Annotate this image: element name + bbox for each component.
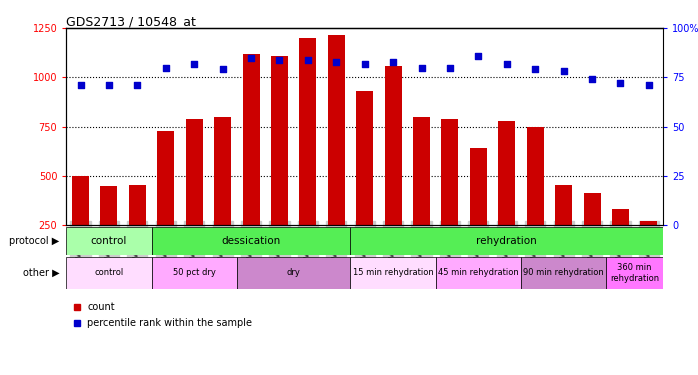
Bar [498,121,515,274]
Bar [66,227,151,255]
Bar [242,54,260,274]
Point [331,58,342,64]
Bar [72,176,89,274]
Bar [328,35,345,274]
Bar [385,66,401,274]
Text: other ▶: other ▶ [23,268,59,278]
Bar [237,257,350,289]
Point [615,80,626,86]
Point [217,66,228,72]
Bar [350,257,436,289]
Text: percentile rank within the sample: percentile rank within the sample [87,318,252,328]
Bar [436,257,521,289]
Text: 45 min rehydration: 45 min rehydration [438,268,519,278]
Point [274,57,285,63]
Bar [157,130,174,274]
Point [103,82,114,88]
Bar [413,117,430,274]
Point [132,82,143,88]
Bar [214,117,231,274]
Bar [356,91,373,274]
Text: 15 min rehydration: 15 min rehydration [352,268,433,278]
Point [387,58,399,64]
Text: count: count [87,302,115,312]
Bar [101,186,117,274]
Text: 50 pct dry: 50 pct dry [173,268,216,278]
Text: 360 min
rehydration: 360 min rehydration [610,263,659,282]
Point [416,64,427,70]
Point [558,68,570,74]
Bar [151,227,350,255]
Bar [151,257,237,289]
Text: protocol ▶: protocol ▶ [9,236,59,246]
Text: control: control [94,268,124,278]
Bar [186,118,202,274]
Bar [129,184,146,274]
Text: dessication: dessication [221,236,281,246]
Bar [584,192,600,274]
Text: GDS2713 / 10548_at: GDS2713 / 10548_at [66,15,196,28]
Bar [640,221,658,274]
Point [302,57,313,63]
Text: dry: dry [287,268,301,278]
Bar [612,209,629,274]
Bar [607,257,663,289]
Point [445,64,456,70]
Bar [527,127,544,274]
Point [586,76,597,82]
Point [644,82,655,88]
Bar [350,227,663,255]
Point [501,60,512,67]
Bar [521,257,607,289]
Point [359,60,370,67]
Text: 90 min rehydration: 90 min rehydration [524,268,604,278]
Text: control: control [91,236,127,246]
Point [473,53,484,59]
Bar [66,257,151,289]
Bar [441,118,459,274]
Point [188,60,200,67]
Bar [555,184,572,274]
Bar [271,56,288,274]
Point [530,66,541,72]
Point [75,82,86,88]
Point [246,55,257,61]
Text: rehydration: rehydration [477,236,537,246]
Bar [470,148,487,274]
Point [160,64,171,70]
Bar [299,38,316,274]
